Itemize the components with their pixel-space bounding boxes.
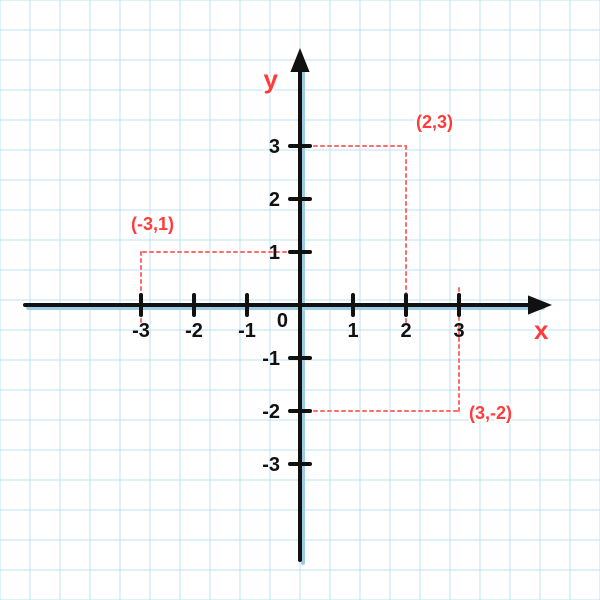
x-tick-label: -2 — [185, 320, 203, 342]
y-tick-label: -2 — [262, 401, 280, 423]
x-tick-label: -1 — [238, 320, 256, 342]
plot-svg: -3 -2 -1 1 2 3 -3 -2 -1 1 2 3 0 xx yy (-3,1)(-3,1) (2,3)… — [0, 0, 600, 600]
x-tick-label: 2 — [400, 320, 411, 342]
coordinate-plane-figure: -3 -2 -1 1 2 3 -3 -2 -1 1 2 3 0 xx yy (-3,1)(-3,1) (2,3)… — [0, 0, 600, 600]
svg-text:(-3,1): (-3,1) — [131, 214, 174, 234]
svg-text:(2,3): (2,3) — [416, 112, 453, 132]
y-tick-label: 1 — [269, 242, 280, 264]
svg-text:(3,-2): (3,-2) — [469, 403, 512, 423]
origin-label: 0 — [277, 310, 288, 332]
x-axis-label: xx — [534, 315, 549, 345]
point-label: (3,-2)(3,-2) — [469, 403, 512, 423]
y-tick-label: -1 — [262, 348, 280, 370]
y-axis-label: yy — [264, 64, 279, 94]
x-tick-label: 3 — [453, 320, 464, 342]
y-tick-label: 3 — [269, 136, 280, 158]
svg-text:y: y — [264, 64, 279, 94]
y-tick-label: -3 — [262, 454, 280, 476]
x-tick-label: 1 — [347, 320, 358, 342]
svg-text:x: x — [534, 315, 549, 345]
point-label: (2,3)(2,3) — [416, 112, 453, 132]
x-tick-label: -3 — [132, 320, 150, 342]
y-tick-label: 2 — [269, 189, 280, 211]
point-label: (-3,1)(-3,1) — [131, 214, 174, 234]
